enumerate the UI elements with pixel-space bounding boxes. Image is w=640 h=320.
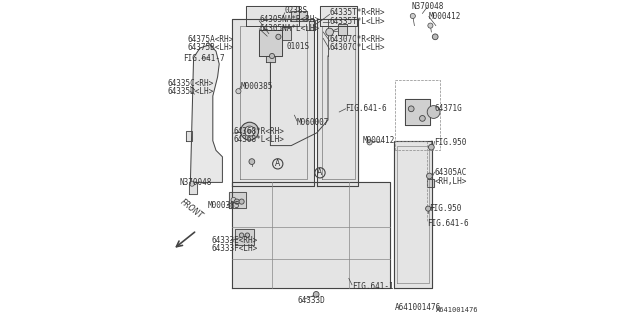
Text: 0238S: 0238S (285, 6, 308, 15)
Text: FIG.950: FIG.950 (429, 204, 461, 213)
Polygon shape (191, 45, 223, 182)
Polygon shape (428, 179, 434, 187)
Text: 64335C<RH>: 64335C<RH> (167, 79, 213, 88)
Text: FRONT: FRONT (179, 198, 205, 221)
Circle shape (429, 144, 435, 150)
Circle shape (408, 106, 414, 112)
Polygon shape (266, 56, 275, 62)
Text: 64371G: 64371G (435, 104, 462, 113)
Polygon shape (282, 27, 291, 40)
Circle shape (231, 197, 236, 203)
Circle shape (189, 181, 195, 186)
Polygon shape (317, 19, 358, 186)
Polygon shape (320, 6, 357, 26)
Circle shape (239, 199, 244, 204)
Circle shape (367, 140, 372, 145)
Circle shape (420, 116, 426, 121)
Text: 64307C*R<RH>: 64307C*R<RH> (330, 35, 385, 44)
Text: 64305NA*R<RH>: 64305NA*R<RH> (259, 15, 319, 24)
Text: 64335T*L<LH>: 64335T*L<LH> (330, 17, 385, 26)
Text: FIG.641-6: FIG.641-6 (346, 104, 387, 113)
Circle shape (239, 233, 244, 237)
Text: 64335D<LH>: 64335D<LH> (167, 87, 213, 96)
Text: N370048: N370048 (412, 2, 444, 11)
Text: M000412: M000412 (362, 136, 395, 145)
Circle shape (269, 53, 275, 59)
Text: M060007: M060007 (297, 118, 330, 127)
Polygon shape (186, 131, 192, 141)
Text: FIG.641-1: FIG.641-1 (352, 282, 394, 291)
Circle shape (428, 106, 440, 118)
Text: 64375A<RH>: 64375A<RH> (187, 35, 234, 44)
Text: FIG.641-6: FIG.641-6 (428, 220, 469, 228)
Polygon shape (232, 19, 314, 186)
Text: 64368*L<LH>: 64368*L<LH> (234, 135, 284, 144)
Text: 64305AC: 64305AC (435, 168, 467, 177)
Text: 64335T*R<RH>: 64335T*R<RH> (330, 8, 385, 17)
Text: <RH,LH>: <RH,LH> (435, 177, 467, 186)
Circle shape (427, 173, 433, 179)
Text: A641001476: A641001476 (436, 307, 479, 313)
Text: A: A (275, 159, 280, 168)
Circle shape (426, 206, 431, 211)
Text: 0101S: 0101S (287, 42, 310, 51)
Circle shape (236, 89, 241, 94)
Polygon shape (236, 229, 254, 245)
Text: 64333D: 64333D (298, 296, 325, 305)
Text: 64305NA*L<LH>: 64305NA*L<LH> (259, 24, 319, 33)
Polygon shape (232, 182, 390, 288)
Text: M000412: M000412 (429, 12, 461, 21)
Circle shape (248, 129, 252, 133)
Polygon shape (338, 24, 348, 35)
Circle shape (410, 13, 415, 19)
Circle shape (244, 126, 255, 136)
Circle shape (326, 28, 333, 36)
Text: A641001476: A641001476 (396, 303, 442, 312)
Text: 64333E<RH>: 64333E<RH> (211, 236, 257, 245)
Circle shape (241, 122, 259, 140)
Circle shape (234, 199, 239, 204)
Text: 64375B<LH>: 64375B<LH> (187, 43, 234, 52)
Text: 64333F<LH>: 64333F<LH> (211, 244, 257, 253)
Circle shape (249, 159, 255, 164)
Polygon shape (259, 30, 282, 56)
Polygon shape (189, 182, 197, 194)
Polygon shape (394, 141, 432, 288)
Polygon shape (405, 99, 431, 125)
Circle shape (428, 23, 433, 28)
Text: M000385: M000385 (208, 201, 241, 210)
Circle shape (276, 34, 281, 39)
Text: N370048: N370048 (179, 178, 212, 187)
Text: FIG.950: FIG.950 (435, 138, 467, 147)
Polygon shape (309, 21, 315, 30)
Polygon shape (229, 192, 246, 208)
Circle shape (245, 233, 250, 237)
Text: 64368*R<RH>: 64368*R<RH> (234, 127, 284, 136)
Text: M000385: M000385 (241, 82, 273, 91)
Circle shape (314, 292, 319, 297)
Polygon shape (246, 6, 300, 26)
Text: A: A (317, 168, 323, 177)
Circle shape (433, 34, 438, 40)
Polygon shape (291, 11, 307, 21)
Text: 64307C*L<LH>: 64307C*L<LH> (330, 43, 385, 52)
Text: FIG.641-7: FIG.641-7 (183, 54, 225, 63)
